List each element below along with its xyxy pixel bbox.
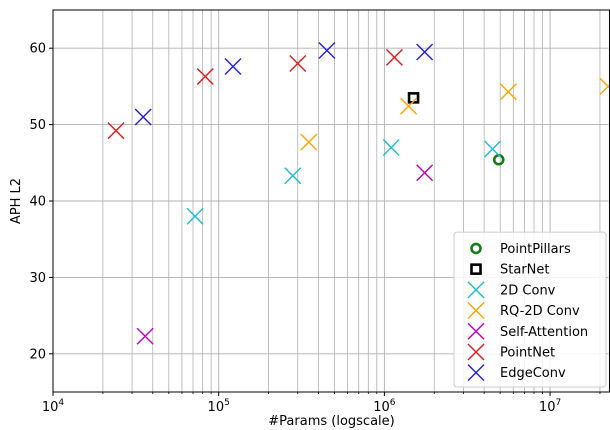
- x-tick-label: 104: [42, 398, 65, 415]
- edgeconv-point: [134, 108, 152, 126]
- legend-marker-2d-conv: [467, 281, 485, 299]
- legend-label-rq-2d-conv: RQ-2D Conv: [500, 304, 580, 319]
- pointnet-point: [385, 48, 403, 66]
- legend-marker-starnet: [470, 263, 482, 275]
- 2d-conv-point: [484, 140, 502, 158]
- 2d-conv-point: [284, 167, 302, 185]
- x-tick-label: 105: [208, 398, 230, 415]
- legend-marker-pointpillars: [470, 242, 482, 255]
- rq-2d-conv-point: [499, 83, 517, 101]
- edgeconv-point: [224, 58, 242, 76]
- 2d-conv-point: [186, 207, 204, 225]
- x-axis-label: #Params (logscale): [268, 414, 394, 429]
- legend: PointPillars StarNet 2D Conv RQ-2D Conv Self…: [453, 231, 607, 388]
- legend-label-self-attention: Self-Attention: [500, 325, 588, 340]
- legend-label-starnet: StarNet: [500, 263, 549, 278]
- y-tick-label: 40: [29, 195, 46, 210]
- legend-marker-self-attention: [467, 322, 485, 340]
- pointnet-point: [289, 54, 307, 72]
- pointpillars-point: [492, 153, 505, 166]
- legend-box: [453, 231, 607, 388]
- self-attention-point: [136, 327, 154, 345]
- y-tick-label: 20: [29, 347, 46, 362]
- pointnet-point: [107, 122, 125, 140]
- starnet-point: [407, 92, 420, 104]
- y-axis-label: APH L2: [9, 178, 24, 224]
- self-attention-point: [416, 164, 434, 182]
- axis-ticks: 20 30 40 50 60 104 105 106 107: [29, 42, 601, 415]
- legend-marker-rq-2d-conv: [467, 302, 485, 320]
- legend-label-pointnet: PointNet: [500, 345, 555, 360]
- legend-label-edgeconv: EdgeConv: [500, 366, 566, 381]
- legend-marker-edgeconv: [467, 364, 485, 382]
- rq-2d-conv-point: [599, 77, 610, 95]
- legend-marker-pointnet: [467, 343, 485, 361]
- x-tick-label: 107: [539, 398, 561, 415]
- rq-2d-conv-point: [300, 133, 318, 151]
- y-tick-label: 50: [29, 118, 46, 133]
- legend-label-pointpillars: PointPillars: [500, 242, 571, 257]
- x-tick-label: 106: [373, 398, 396, 415]
- legend-label-2d-conv: 2D Conv: [500, 283, 556, 298]
- edgeconv-point: [318, 41, 336, 59]
- data-points: [107, 41, 610, 345]
- 2d-conv-point: [382, 139, 400, 157]
- pointnet-point: [196, 67, 214, 85]
- y-tick-label: 30: [29, 271, 46, 286]
- y-tick-label: 60: [29, 42, 46, 57]
- rq-2d-conv-point: [400, 97, 418, 115]
- edgeconv-point: [416, 43, 434, 61]
